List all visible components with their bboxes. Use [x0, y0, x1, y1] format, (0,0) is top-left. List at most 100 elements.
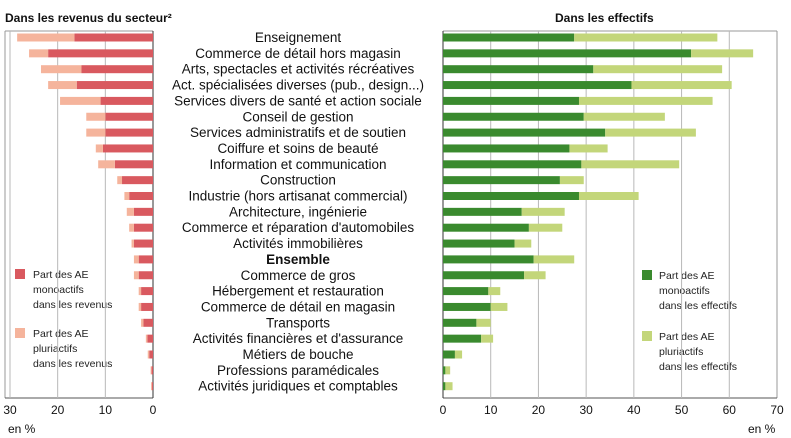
category-label: Activités immobilières [233, 236, 363, 251]
bar-revenus-pluriactifs [48, 81, 77, 90]
bar-effectifs-monoactifs [443, 239, 515, 248]
bar-effectifs-monoactifs [443, 65, 594, 74]
chart-marks: 30 20 10 0 0 10 20 30 40 50 60 70EnseignementCommer… [3, 30, 784, 417]
bar-revenus-pluriactifs [150, 366, 152, 375]
left-x-tick-label: 10 [99, 403, 113, 417]
bar-revenus-monoactifs [76, 81, 153, 90]
left-x-tick-label: 20 [51, 403, 65, 417]
category-label: Activités financières et d'assurance [193, 331, 403, 346]
category-label: Activités juridiques et comptables [198, 379, 398, 394]
bar-revenus-monoactifs [81, 65, 153, 74]
right-x-tick-label: 60 [723, 403, 737, 417]
bar-effectifs-monoactifs [443, 334, 482, 343]
bar-effectifs-monoactifs [443, 128, 606, 137]
bar-effectifs-monoactifs [443, 160, 582, 169]
bar-revenus-monoactifs [133, 223, 153, 232]
bar-revenus-pluriactifs [126, 207, 134, 216]
category-label: Architecture, ingénierie [229, 204, 367, 219]
bar-effectifs-monoactifs [443, 255, 534, 264]
bar-effectifs-pluriactifs [445, 382, 453, 391]
bar-revenus-monoactifs [133, 207, 153, 216]
bar-revenus-monoactifs [151, 366, 153, 375]
bar-revenus-monoactifs [122, 176, 153, 185]
right-x-tick-label: 10 [484, 403, 498, 417]
legend-label-line: dans les effectifs [659, 361, 737, 373]
bar-effectifs-pluriactifs [528, 223, 563, 232]
bar-revenus-pluriactifs [138, 302, 142, 311]
bar-revenus-pluriactifs [133, 255, 139, 264]
category-label: Hébergement et restauration [212, 284, 384, 299]
right-x-tick-label: 0 [440, 403, 447, 417]
legend-swatch-mono-revenus [15, 269, 25, 279]
category-label: Commerce et réparation d'automobiles [182, 220, 414, 235]
right-x-tick-label: 40 [627, 403, 641, 417]
legend-label-line: Part des AE [659, 331, 714, 343]
bar-revenus-pluriactifs [131, 239, 134, 248]
bar-effectifs-pluriactifs [488, 287, 501, 296]
bar-effectifs-monoactifs [443, 318, 477, 327]
bar-revenus-monoactifs [152, 382, 153, 391]
right-x-axis-unit: en % [748, 422, 776, 436]
category-label: Transports [266, 315, 330, 330]
bar-effectifs-monoactifs [443, 382, 446, 391]
bar-effectifs-monoactifs [443, 112, 584, 121]
bar-revenus-monoactifs [141, 302, 153, 311]
bar-effectifs-pluriactifs [574, 33, 718, 42]
bar-effectifs-pluriactifs [583, 112, 665, 121]
legend-label-mono-effectifs: Part des AE monoactifs dans les effectif… [659, 270, 737, 312]
legend-label-line: Part des AE [33, 269, 88, 281]
right-x-tick-label: 20 [532, 403, 546, 417]
bar-effectifs-monoactifs [443, 350, 455, 359]
category-label: Conseil de gestion [242, 109, 353, 124]
bar-revenus-pluriactifs [86, 112, 106, 121]
bar-revenus-pluriactifs [124, 192, 130, 200]
bar-revenus-monoactifs [105, 128, 153, 137]
bar-effectifs-pluriactifs [569, 144, 608, 153]
bar-revenus-pluriactifs [29, 49, 49, 58]
category-label: Services administratifs et de soutien [190, 125, 406, 140]
bar-effectifs-pluriactifs [581, 160, 680, 169]
bar-revenus-monoactifs [74, 33, 153, 42]
bar-revenus-monoactifs [133, 239, 153, 248]
legend-label-line: Part des AE [33, 328, 88, 340]
bar-effectifs-monoactifs [443, 302, 491, 311]
legend-label-pluri-effectifs: Part des AE pluriactifs dans les effecti… [659, 331, 737, 373]
legend-label-line: dans les revenus [33, 358, 112, 370]
legend-label-mono-revenus: Part des AE monoactifs dans les revenus [33, 269, 112, 311]
right-chart-title: Dans les effectifs [555, 11, 654, 25]
category-label: Commerce de détail hors magasin [195, 46, 401, 61]
bar-effectifs-monoactifs [443, 271, 525, 280]
category-label: Commerce de gros [241, 268, 356, 283]
bar-revenus-monoactifs [147, 334, 153, 343]
bar-effectifs-monoactifs [443, 96, 579, 105]
bar-effectifs-pluriactifs [691, 49, 754, 58]
bar-effectifs-pluriactifs [605, 128, 696, 137]
left-x-tick-label: 30 [3, 403, 17, 417]
category-label: Construction [260, 173, 336, 188]
bar-revenus-pluriactifs [147, 350, 150, 359]
right-x-tick-label: 30 [579, 403, 593, 417]
category-label: Industrie (hors artisanat commercial) [188, 189, 407, 204]
bar-effectifs-monoactifs [443, 207, 522, 216]
bar-effectifs-pluriactifs [454, 350, 463, 359]
bar-revenus-monoactifs [149, 350, 153, 359]
bar-effectifs-pluriactifs [514, 239, 532, 248]
legend-label-line: dans les effectifs [659, 300, 737, 312]
category-label: Commerce de détail en magasin [201, 299, 395, 314]
bar-revenus-pluriactifs [133, 271, 139, 280]
bar-revenus-pluriactifs [95, 144, 103, 153]
legend-swatch-mono-effectifs [642, 270, 652, 280]
bar-effectifs-pluriactifs [481, 334, 494, 343]
bar-effectifs-pluriactifs [533, 255, 575, 264]
bar-effectifs-monoactifs [443, 33, 575, 42]
legend-label-pluri-revenus: Part des AE pluriactifs dans les revenus [33, 328, 112, 370]
bar-revenus-pluriactifs [145, 334, 148, 343]
bar-revenus-monoactifs [48, 49, 154, 58]
bar-effectifs-monoactifs [443, 223, 529, 232]
bar-revenus-pluriactifs [17, 33, 75, 42]
bar-effectifs-monoactifs [443, 366, 446, 375]
bar-effectifs-pluriactifs [445, 366, 451, 375]
bar-effectifs-pluriactifs [490, 302, 508, 311]
left-x-tick-label: 0 [150, 403, 157, 417]
